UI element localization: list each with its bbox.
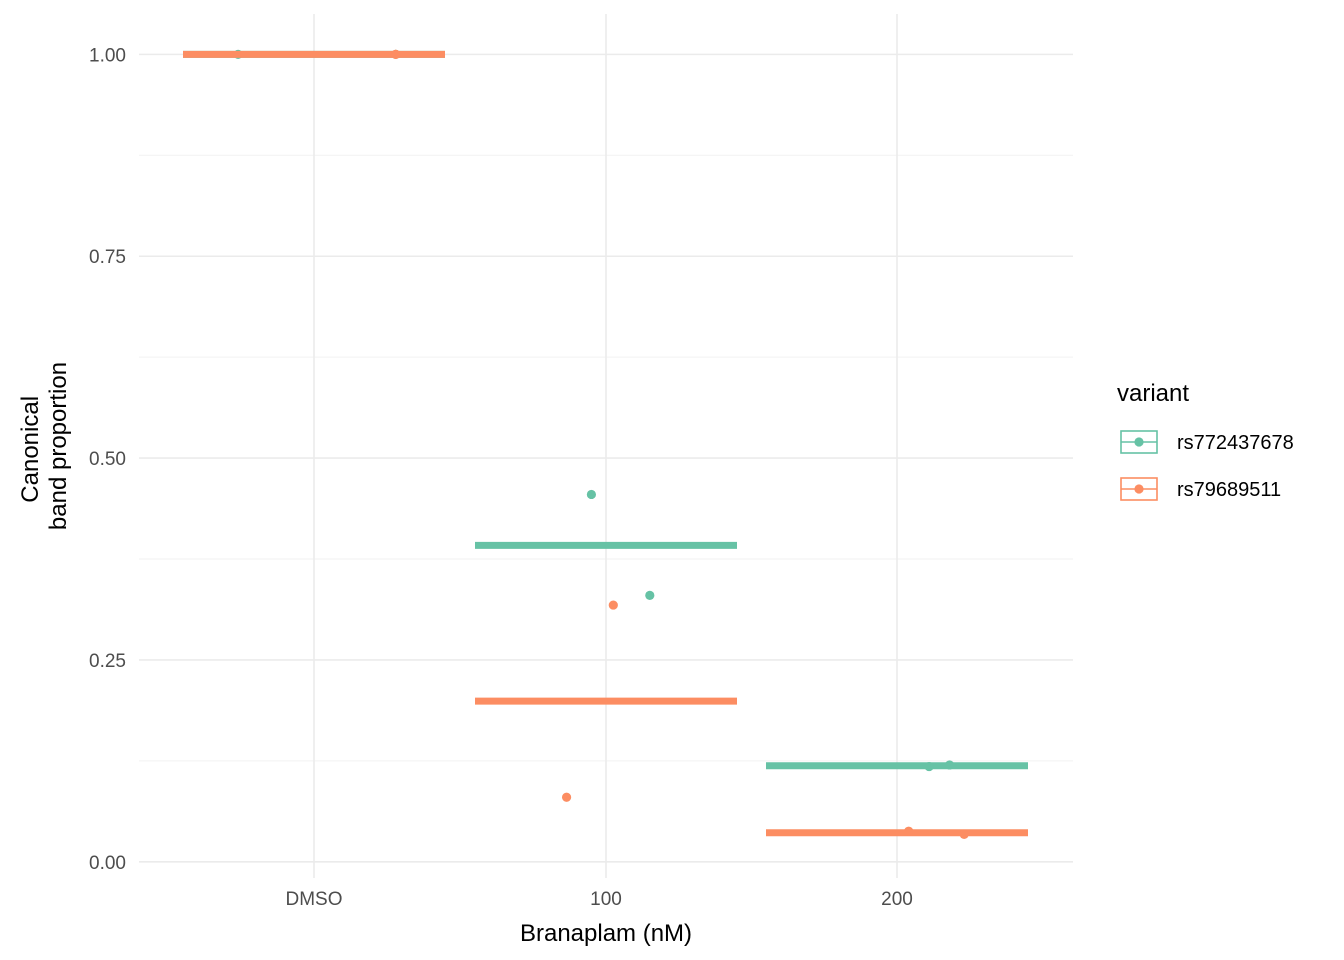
- y-tick-label: 0.00: [89, 853, 126, 874]
- data-point: [904, 826, 914, 836]
- legend-title: variant: [1117, 380, 1189, 407]
- data-point: [561, 792, 572, 802]
- y-tick-label: 0.75: [89, 247, 126, 268]
- data-point: [944, 760, 955, 770]
- x-tick-label: 100: [590, 889, 622, 910]
- data-point: [959, 829, 969, 839]
- legend-key-point: [1134, 437, 1144, 447]
- data-point: [645, 590, 655, 600]
- x-axis-title: Branaplam (nM): [520, 920, 692, 947]
- y-axis-title: Canonical band proportion: [17, 362, 72, 530]
- data-point: [608, 600, 618, 610]
- legend-item: rs772437678: [1120, 430, 1294, 454]
- legend-key-point: [1134, 484, 1144, 494]
- chart-marks: [183, 49, 1028, 839]
- series-rs79689511: [183, 49, 1028, 839]
- x-tick-label: DMSO: [286, 889, 343, 910]
- y-axis-title-line-1: Canonical: [17, 396, 44, 503]
- data-point: [391, 49, 401, 59]
- grid: [139, 14, 1073, 878]
- x-tick-label: 200: [881, 889, 913, 910]
- y-tick-label: 1.00: [89, 45, 126, 66]
- data-point: [586, 489, 597, 500]
- y-tick-label: 0.50: [89, 449, 126, 470]
- x-axis-ticks: DMSO 100 200: [286, 889, 913, 910]
- legend-label: rs79689511: [1177, 479, 1281, 501]
- y-axis-title-line-2: band proportion: [45, 362, 72, 530]
- legend: variant rs772437678 rs79689511: [1117, 380, 1294, 501]
- legend-item: rs79689511: [1120, 477, 1281, 501]
- data-point: [924, 761, 934, 772]
- legend-label: rs772437678: [1177, 432, 1294, 454]
- y-axis-ticks: 0.00 0.25 0.50 0.75 1.00: [89, 45, 126, 873]
- y-tick-label: 0.25: [89, 651, 126, 672]
